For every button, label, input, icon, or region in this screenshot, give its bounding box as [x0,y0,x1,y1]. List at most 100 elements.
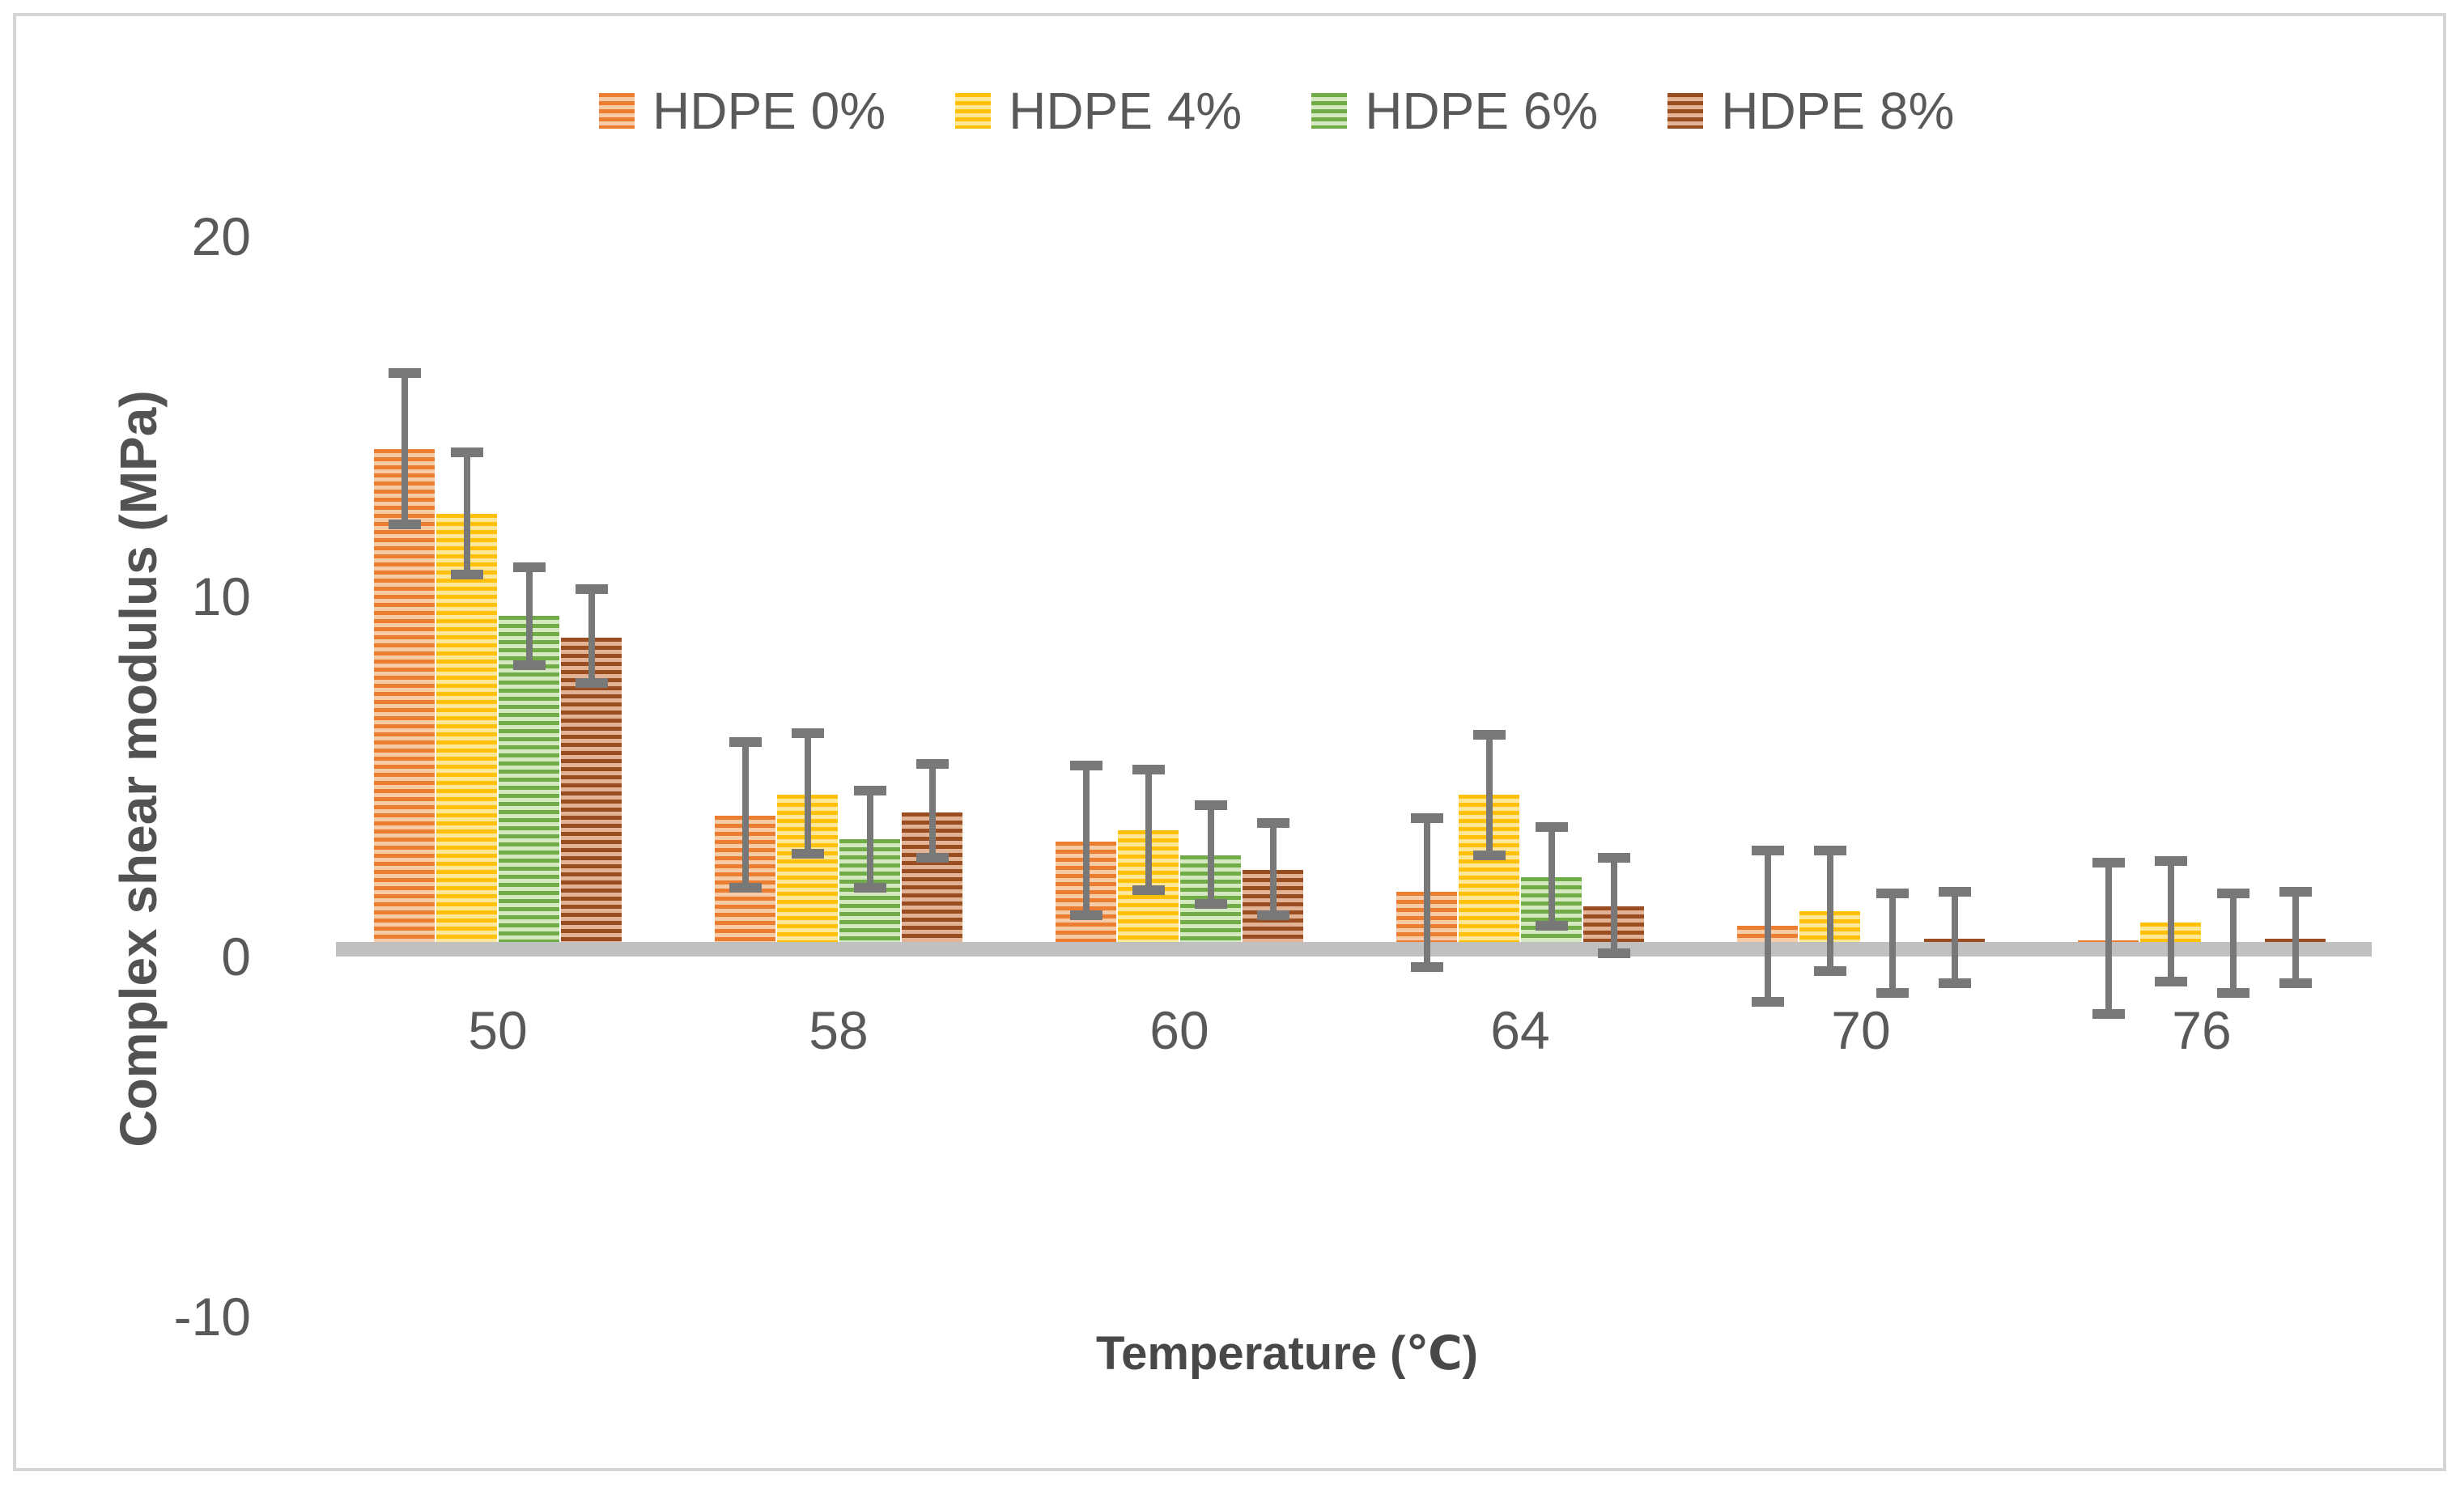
error-bar-stem-hdpe-4--at-58 [804,733,811,855]
error-bar-stem-hdpe-6--at-58 [866,791,873,889]
x-tick-label-76: 76 [2172,1000,2232,1060]
error-bar-stem-hdpe-6--at-60 [1207,805,1214,905]
legend: HDPE 0% HDPE 4% HDPE 6% HDPE 8% [599,81,1954,141]
legend-item-hdpe-0-: HDPE 0% [599,81,886,141]
error-bar-bottom-cap-hdpe-0--at-76 [2092,1009,2125,1020]
error-bar-bottom-cap-hdpe-8--at-70 [1938,978,1971,989]
error-bar-top-cap-hdpe-0--at-76 [2092,858,2125,868]
error-bar-stem-hdpe-8--at-58 [928,763,936,858]
legend-swatch-icon [1667,93,1704,129]
error-bar-bottom-cap-hdpe-6--at-50 [512,660,546,670]
error-bar-top-cap-hdpe-6--at-76 [2216,889,2249,899]
error-bar-stem-hdpe-4--at-50 [463,452,470,575]
error-bar-bottom-cap-hdpe-0--at-64 [1410,962,1443,973]
error-bar-top-cap-hdpe-6--at-70 [1876,889,1909,899]
error-bar-stem-hdpe-4--at-70 [1826,850,1833,971]
error-bar-top-cap-hdpe-4--at-60 [1132,764,1165,774]
y-tick-label: 10 [191,566,251,626]
legend-label: HDPE 6% [1365,82,1599,140]
error-bar-bottom-cap-hdpe-0--at-58 [729,883,762,893]
error-bar-stem-hdpe-8--at-76 [2292,891,2299,984]
error-bar-top-cap-hdpe-8--at-76 [2279,886,2312,897]
error-bar-stem-hdpe-8--at-70 [1951,891,1958,984]
error-bar-bottom-cap-hdpe-0--at-70 [1751,996,1784,1007]
legend-item-hdpe-8-: HDPE 8% [1667,81,1954,141]
error-bar-top-cap-hdpe-6--at-58 [853,786,886,796]
error-bar-bottom-cap-hdpe-4--at-70 [1813,965,1846,976]
y-axis-title: Complex shear modulus (MPa) [109,390,168,1148]
legend-swatch-icon [599,93,635,129]
x-tick-label-64: 64 [1490,1000,1550,1060]
x-tick-label-70: 70 [1831,1000,1891,1060]
error-bar-top-cap-hdpe-0--at-58 [729,737,762,748]
error-bar-bottom-cap-hdpe-6--at-70 [1876,987,1909,998]
legend-swatch-icon [1311,93,1348,129]
error-bar-bottom-cap-hdpe-4--at-76 [2154,977,2187,987]
legend-swatch-icon [955,93,992,129]
error-bar-top-cap-hdpe-4--at-58 [791,728,824,739]
legend-item-hdpe-6-: HDPE 6% [1311,81,1598,141]
error-bar-top-cap-hdpe-4--at-50 [450,448,483,457]
error-bar-top-cap-hdpe-8--at-58 [916,758,949,769]
legend-label: HDPE 0% [652,82,886,140]
error-bar-stem-hdpe-6--at-70 [1888,893,1896,993]
error-bar-stem-hdpe-0--at-58 [741,742,749,889]
error-bar-bottom-cap-hdpe-8--at-58 [916,852,949,863]
error-bar-bottom-cap-hdpe-4--at-58 [791,849,824,859]
error-bar-bottom-cap-hdpe-8--at-50 [575,677,608,688]
error-bar-top-cap-hdpe-8--at-64 [1597,852,1630,863]
error-bar-bottom-cap-hdpe-8--at-60 [1256,910,1289,920]
error-bar-top-cap-hdpe-4--at-76 [2154,856,2187,867]
legend-item-hdpe-4-: HDPE 4% [955,81,1242,141]
error-bar-stem-hdpe-0--at-70 [1764,850,1771,1002]
error-bar-stem-hdpe-4--at-60 [1145,769,1152,890]
error-bar-stem-hdpe-6--at-50 [525,567,533,665]
x-tick-label-58: 58 [809,1000,869,1060]
error-bar-stem-hdpe-0--at-60 [1082,766,1090,915]
x-axis-line [336,942,2372,957]
x-tick-label-60: 60 [1149,1000,1209,1060]
error-bar-top-cap-hdpe-4--at-64 [1472,730,1506,740]
error-bar-bottom-cap-hdpe-6--at-76 [2216,987,2249,998]
error-bar-top-cap-hdpe-0--at-50 [388,368,421,379]
error-bar-bottom-cap-hdpe-0--at-60 [1069,910,1102,920]
y-tick-label: 0 [221,927,251,986]
bar-hdpe-4--at-50 [436,513,497,957]
error-bar-bottom-cap-hdpe-4--at-64 [1472,851,1506,861]
error-bar-stem-hdpe-6--at-64 [1548,826,1555,927]
error-bar-bottom-cap-hdpe-4--at-60 [1132,884,1165,895]
legend-label: HDPE 8% [1721,82,1955,140]
error-bar-stem-hdpe-4--at-76 [2167,861,2174,982]
error-bar-stem-hdpe-8--at-50 [588,589,595,683]
error-bar-stem-hdpe-8--at-64 [1610,857,1617,953]
error-bar-stem-hdpe-6--at-76 [2229,893,2237,993]
error-bar-stem-hdpe-0--at-64 [1423,817,1430,968]
x-tick-label-50: 50 [468,1000,528,1060]
x-axis-title: Temperature (℃) [1095,1327,1478,1380]
error-bar-bottom-cap-hdpe-8--at-64 [1597,948,1630,958]
y-tick-label: -10 [173,1287,251,1347]
error-bar-top-cap-hdpe-8--at-50 [575,584,608,595]
error-bar-bottom-cap-hdpe-6--at-58 [853,883,886,893]
legend-label: HDPE 4% [1009,82,1243,140]
error-bar-top-cap-hdpe-6--at-50 [512,562,546,573]
error-bar-bottom-cap-hdpe-0--at-50 [388,520,421,529]
error-bar-bottom-cap-hdpe-6--at-64 [1535,921,1568,931]
y-tick-label: 20 [191,206,251,266]
error-bar-stem-hdpe-0--at-50 [401,373,408,524]
error-bar-bottom-cap-hdpe-8--at-76 [2279,978,2312,989]
error-bar-top-cap-hdpe-6--at-60 [1194,800,1227,811]
bar-hdpe-8--at-50 [561,638,622,957]
error-bar-top-cap-hdpe-8--at-60 [1256,818,1289,829]
error-bar-stem-hdpe-0--at-76 [2105,863,2112,1015]
error-bar-top-cap-hdpe-8--at-70 [1938,886,1971,897]
error-bar-top-cap-hdpe-4--at-70 [1813,845,1846,855]
bar-hdpe-0--at-50 [374,448,435,957]
error-bar-top-cap-hdpe-0--at-64 [1410,812,1443,823]
error-bar-bottom-cap-hdpe-4--at-50 [450,570,483,580]
error-bar-stem-hdpe-8--at-60 [1269,823,1277,915]
error-bar-top-cap-hdpe-0--at-60 [1069,761,1102,771]
error-bar-top-cap-hdpe-6--at-64 [1535,821,1568,832]
error-bar-bottom-cap-hdpe-6--at-60 [1194,899,1227,910]
error-bar-stem-hdpe-4--at-64 [1485,735,1493,856]
